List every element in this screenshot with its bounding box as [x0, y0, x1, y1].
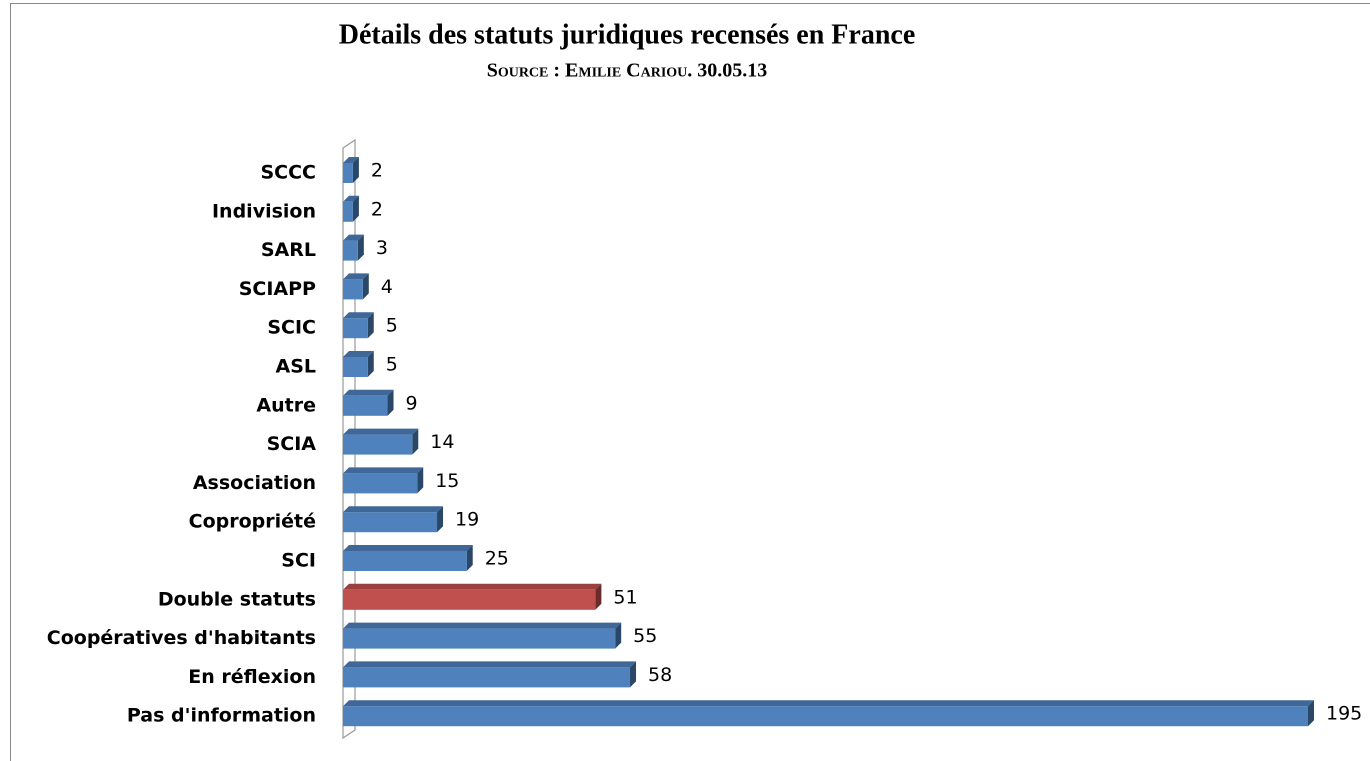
category-label: Autre: [256, 394, 316, 416]
bar-side: [387, 389, 394, 416]
bar-top: [343, 545, 473, 551]
value-label: 51: [613, 586, 637, 608]
bar-top: [343, 661, 637, 668]
category-label: Double statuts: [158, 588, 316, 610]
category-label: SCIC: [267, 317, 316, 339]
chart-subtitle: Source : Emilie Cariou. 30.05.13: [487, 60, 768, 82]
bar-top: [343, 389, 394, 396]
bar-side: [466, 545, 473, 571]
value-label: 2: [371, 198, 383, 220]
bar-side: [367, 312, 374, 339]
bar-top: [343, 428, 419, 435]
value-label: 58: [648, 664, 672, 686]
bar-top: [343, 583, 602, 590]
bar-top: [343, 700, 1314, 707]
bar: [343, 551, 467, 571]
bar: [343, 706, 1308, 727]
bar: [343, 512, 438, 533]
bar: [343, 473, 418, 494]
bar: [343, 589, 596, 610]
category-label: SCIAPP: [239, 278, 316, 300]
bar: [343, 201, 353, 222]
category-label: En réflexion: [188, 666, 316, 688]
bar-side: [357, 234, 364, 261]
bar-side: [595, 583, 602, 610]
bar: [343, 434, 413, 455]
bar-top: [343, 506, 444, 513]
bar: [343, 667, 631, 688]
chart-border: [10, 3, 1370, 761]
value-label: 25: [485, 548, 509, 570]
bar-side: [352, 157, 359, 183]
bar-side: [412, 428, 419, 455]
bar-side: [417, 467, 424, 494]
value-label: 5: [386, 354, 398, 376]
bar-top: [343, 273, 369, 280]
bar-side: [362, 273, 369, 300]
value-label: 15: [435, 470, 459, 492]
bar: [343, 357, 368, 377]
value-label: 195: [1326, 703, 1362, 725]
value-label: 14: [430, 431, 454, 453]
bar: [343, 318, 368, 339]
category-label: Coopératives d'habitants: [47, 627, 316, 649]
bar-top: [343, 157, 359, 163]
bar: [343, 395, 388, 416]
value-label: 5: [386, 315, 398, 337]
bar: [343, 628, 616, 649]
category-label: SCCC: [260, 162, 316, 184]
bar: [343, 163, 353, 183]
value-label: 4: [381, 276, 393, 298]
category-label: Association: [193, 472, 316, 494]
value-label: 55: [633, 625, 657, 647]
value-label: 19: [455, 509, 479, 531]
bar-side: [367, 351, 374, 377]
chart-title: Détails des statuts juridiques recensés …: [339, 19, 916, 50]
category-label: Copropriété: [189, 511, 316, 533]
category-label: Indivision: [212, 200, 316, 222]
value-label: 2: [371, 160, 383, 182]
bar-side: [352, 195, 359, 222]
bar: [343, 240, 358, 261]
bar-top: [343, 195, 359, 202]
category-label: SCIA: [267, 433, 317, 455]
bar-top: [343, 467, 424, 474]
bar-top: [343, 622, 622, 629]
category-label: SARL: [261, 239, 316, 261]
value-label: 3: [376, 237, 388, 259]
bar-side: [437, 506, 444, 533]
bar-top: [343, 351, 374, 357]
bar-side: [615, 622, 622, 649]
category-label: SCI: [281, 550, 316, 572]
category-label: Pas d'information: [127, 705, 316, 727]
category-label: ASL: [276, 356, 317, 378]
bar: [343, 279, 363, 300]
bar-top: [343, 234, 364, 241]
value-label: 9: [406, 392, 418, 414]
bar-top: [343, 312, 374, 319]
bar-side: [630, 661, 637, 688]
bar-side: [1308, 700, 1314, 727]
